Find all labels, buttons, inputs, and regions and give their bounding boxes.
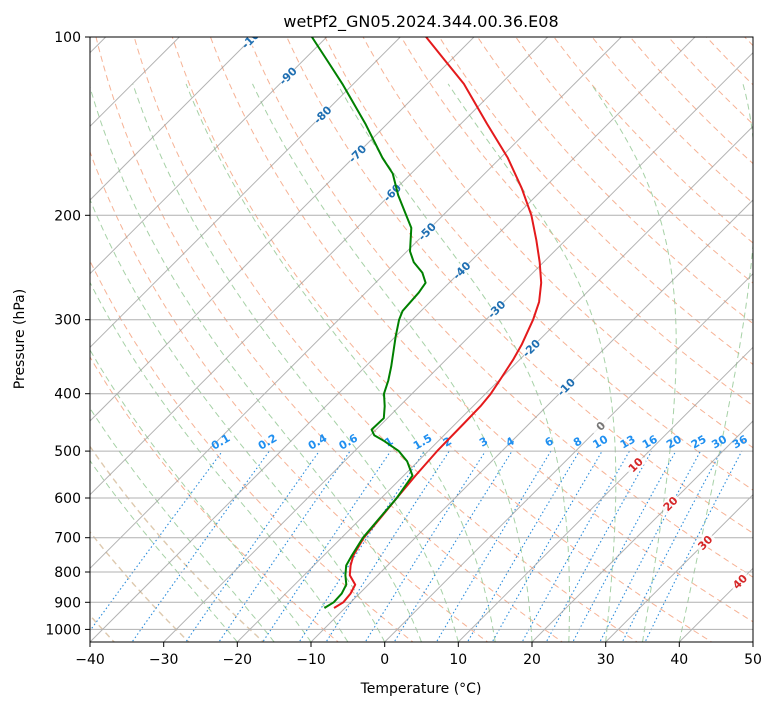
isotherm-label-bg — [589, 414, 613, 438]
x-tick-label: 30 — [597, 652, 615, 668]
isotherm-line — [90, 37, 401, 349]
x-tick-label: 50 — [744, 652, 762, 668]
moist-adiabat-line — [90, 85, 422, 642]
x-tick-label: −30 — [149, 652, 179, 668]
y-tick-label: 200 — [54, 208, 81, 224]
chart-title: wetPf2_GN05.2024.344.00.36.E08 — [283, 12, 558, 32]
isotherm-line — [384, 272, 753, 642]
isotherm-label-bg — [658, 492, 682, 516]
moist-adiabat-line — [336, 83, 570, 642]
isotherm-line — [531, 420, 753, 642]
isotherm-label-bg — [519, 336, 543, 360]
x-tick-label: −20 — [223, 652, 253, 668]
isotherm-line — [90, 37, 254, 201]
isotherm-line — [90, 37, 328, 275]
isotherm-line — [310, 199, 753, 642]
x-tick-label: 20 — [523, 652, 541, 668]
isotherm-label-bg — [450, 259, 473, 282]
dry-adiabat-line — [362, 37, 753, 449]
isotherm-line — [90, 37, 696, 642]
moist-adiabat-line — [252, 83, 533, 642]
temperature-profile-line — [333, 37, 543, 609]
isotherm-label-bg — [624, 453, 647, 477]
dry-adiabat-line — [515, 37, 753, 284]
mixing-ratio-line — [298, 450, 425, 642]
isotherm-label-bg — [380, 181, 404, 204]
pressure-gridlines — [90, 37, 753, 630]
dewpoint-profile-line — [311, 37, 427, 609]
y-tick-label: 800 — [54, 565, 81, 581]
mixing-ratio-line — [90, 450, 223, 632]
y-tick-label: 600 — [54, 491, 81, 507]
plot-area: 0.1 0.2 0.4 0.6 1 1.5 2 3 4 6 8 10 13 16 20 25 30 36-100-… — [90, 37, 753, 642]
dry-adiabat-line — [90, 150, 489, 642]
sounding-series — [311, 37, 543, 609]
moist-adiabats — [90, 83, 753, 642]
dry-adiabat-line — [477, 37, 753, 325]
isotherm-line — [236, 125, 753, 642]
y-tick-label: 300 — [54, 313, 81, 329]
mixing-ratio-line — [393, 450, 513, 642]
y-tick-label: 100 — [54, 30, 81, 46]
mixing-ratio-line — [218, 450, 351, 642]
isotherm-label-bg — [345, 142, 369, 166]
x-axis: −40 −30 −20 −10 0 10 20 30 40 50 — [75, 642, 762, 668]
isotherm-label-bg — [415, 220, 439, 243]
y-tick-label: 1000 — [45, 622, 81, 638]
isotherms — [90, 37, 753, 642]
moist-adiabat-line — [447, 83, 617, 642]
mixing-ratio-line — [621, 450, 722, 642]
dry-adiabat-line — [90, 259, 414, 642]
dry-adiabat-line — [438, 37, 753, 366]
moist-adiabat-line — [90, 407, 275, 642]
isotherm-label-bg — [728, 570, 752, 593]
x-tick-label: −10 — [296, 652, 326, 668]
isotherm-label-bg — [485, 297, 508, 321]
dry-adiabat-line — [400, 37, 753, 407]
moist-adiabat-line — [90, 459, 238, 642]
isotherm-line — [163, 51, 753, 642]
isotherm-line — [90, 37, 549, 496]
y-axis-title: Pressure (hPa) — [12, 289, 28, 389]
moist-adiabat-line — [90, 281, 349, 642]
moist-adiabat-line — [90, 349, 312, 642]
isotherm-label-bg — [276, 64, 300, 88]
mixing-ratio-line — [325, 450, 450, 642]
moist-adiabat-line — [132, 83, 459, 642]
mixing-ratio-line — [572, 450, 677, 642]
moist-adiabat-line — [678, 83, 753, 642]
isotherm-line — [90, 37, 622, 570]
y-axis: 100 200 300 400 500 600 700 800 900 1000 — [45, 30, 90, 638]
mixing-ratio-lines — [90, 450, 743, 642]
isotherm-label-bg — [311, 103, 334, 127]
x-tick-label: −40 — [75, 652, 105, 668]
mixing-ratio-line — [599, 450, 701, 642]
y-tick-label: 500 — [54, 444, 81, 460]
x-axis-title: Temperature (°C) — [360, 681, 482, 697]
isotherm-label-bg — [241, 37, 265, 49]
y-tick-label: 900 — [54, 595, 81, 611]
isotherm-line — [457, 346, 753, 642]
isotherm-label-bg — [693, 531, 717, 554]
isotherm-label-bg — [554, 375, 578, 399]
moist-adiabat-line — [90, 198, 386, 642]
y-tick-label: 700 — [54, 531, 81, 547]
mixing-ratio-line — [466, 450, 580, 642]
dry-adiabat-line — [171, 37, 713, 642]
mixing-ratio-line — [131, 450, 270, 642]
y-tick-label: 400 — [54, 387, 81, 403]
moist-adiabat-line — [590, 83, 677, 642]
x-tick-label: 40 — [670, 652, 688, 668]
x-tick-label: 0 — [380, 652, 389, 668]
mixing-ratio-line — [185, 450, 320, 642]
mixing-ratio-line — [262, 450, 392, 642]
x-tick-label: 10 — [449, 652, 467, 668]
moist-adiabat-line — [185, 83, 496, 642]
plot-frame — [89, 36, 754, 643]
